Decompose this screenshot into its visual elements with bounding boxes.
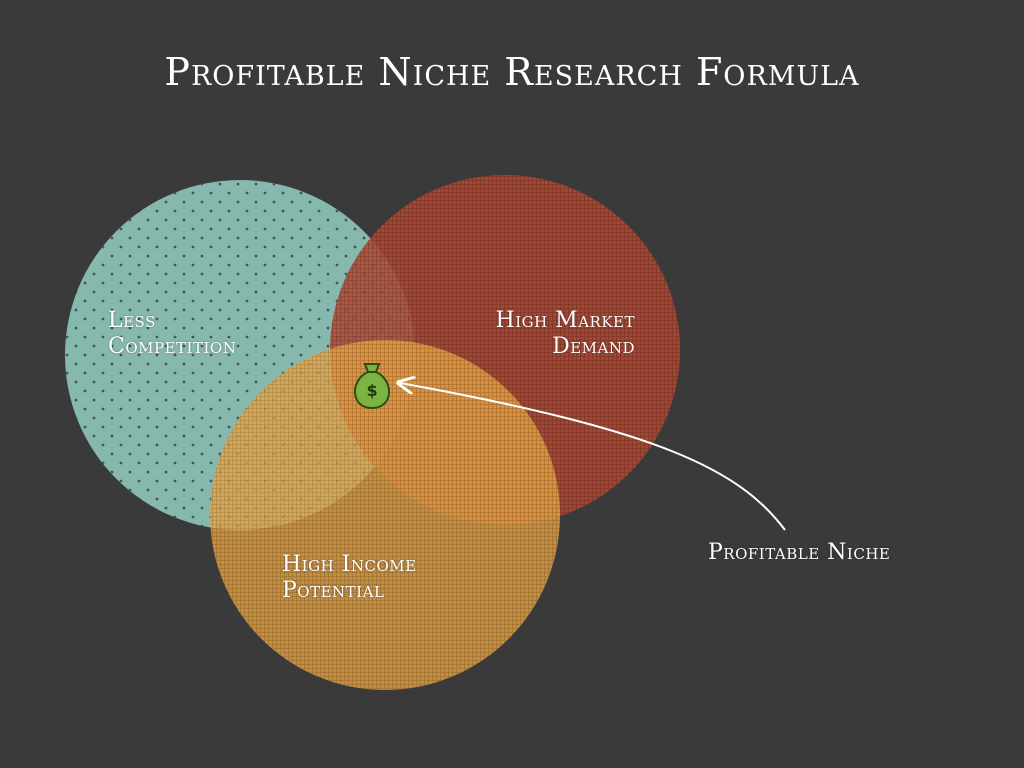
label-less-competition-line1: Less xyxy=(108,308,156,333)
money-bag-icon: $ xyxy=(354,363,390,410)
circle-high-income-potential xyxy=(210,340,560,690)
label-high-income-potential: High Income Potential xyxy=(282,552,417,604)
label-less-competition: Less Competition xyxy=(108,308,236,360)
label-high-income-potential-line2: Potential xyxy=(282,578,385,603)
diagram-title: Profitable Niche Research Formula xyxy=(164,50,860,94)
label-high-market-demand-line1: High Market xyxy=(495,308,635,333)
callout-label: Profitable Niche xyxy=(708,540,890,566)
callout-arrow xyxy=(400,383,786,531)
money-bag-symbol: $ xyxy=(366,381,377,400)
label-high-market-demand-line2: Demand xyxy=(552,334,635,359)
label-less-competition-line2: Competition xyxy=(108,334,237,359)
label-high-market-demand: High Market Demand xyxy=(430,308,635,360)
callout-label-text: Profitable Niche xyxy=(708,540,891,565)
label-high-income-potential-line1: High Income xyxy=(282,552,417,577)
